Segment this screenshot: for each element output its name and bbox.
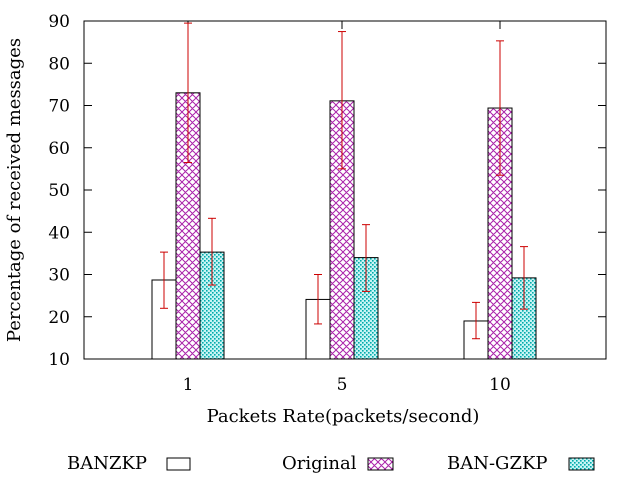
y-axis: 10 20 30 40 50 60 70 80 90 bbox=[48, 12, 606, 370]
x-tick-label: 5 bbox=[337, 375, 348, 395]
y-axis-label: Percentage of received messages bbox=[4, 38, 25, 342]
y-tick-label: 70 bbox=[48, 97, 70, 117]
legend-label-ban-gzkp: BAN-GZKP bbox=[447, 453, 548, 474]
y-tick-label: 60 bbox=[48, 139, 70, 159]
y-tick-label: 10 bbox=[48, 350, 70, 370]
y-tick-label: 40 bbox=[48, 223, 70, 243]
y-tick-label: 80 bbox=[48, 54, 70, 74]
legend: BANZKP Original BAN-GZKP bbox=[67, 453, 595, 474]
y-tick-label: 30 bbox=[48, 266, 70, 286]
legend-swatch-original bbox=[367, 457, 394, 471]
x-tick-label: 1 bbox=[183, 375, 194, 395]
legend-label-banzkp: BANZKP bbox=[67, 453, 147, 474]
legend-swatch-ban-gzkp bbox=[568, 457, 595, 471]
error-bars bbox=[160, 22, 528, 340]
y-tick-label: 90 bbox=[48, 12, 70, 32]
x-axis-label: Packets Rate(packets/second) bbox=[207, 406, 480, 427]
x-tick-label: 10 bbox=[489, 375, 511, 395]
bars bbox=[151, 92, 537, 360]
y-tick-label: 20 bbox=[48, 308, 70, 328]
legend-swatch-banzkp bbox=[166, 457, 191, 471]
legend-label-original: Original bbox=[282, 453, 357, 474]
y-tick-label: 50 bbox=[48, 181, 70, 201]
